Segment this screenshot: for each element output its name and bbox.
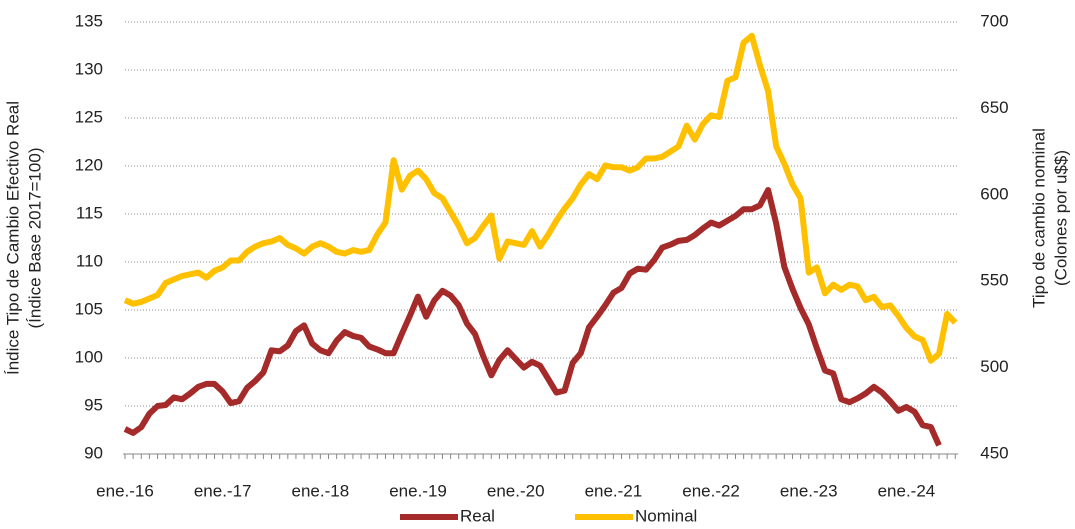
y-tick-label: 90 <box>84 443 103 462</box>
y-tick-label: 105 <box>75 299 103 318</box>
y2-tick-label: 650 <box>980 98 1008 117</box>
x-tick-label: ene.-19 <box>389 481 447 500</box>
y2-tick-label: 700 <box>980 11 1008 30</box>
series-line <box>123 187 942 447</box>
y-tick-label: 130 <box>75 59 103 78</box>
x-tick-label: ene.-18 <box>292 481 350 500</box>
x-tick-label: ene.-24 <box>878 481 936 500</box>
y2-tick-label: 600 <box>980 184 1008 203</box>
y-tick-label: 120 <box>75 155 103 174</box>
y2-axis-label: Tipo de cambio nominal <box>1029 128 1048 308</box>
x-tick-label: ene.-22 <box>682 481 740 500</box>
y-axis-label: Índice Tipo de Cambio Efectivo Real <box>3 101 22 375</box>
y2-tick-label: 500 <box>980 357 1008 376</box>
y-tick-label: 115 <box>76 203 103 222</box>
y-tick-label: 135 <box>75 11 103 30</box>
x-tick-label: ene.-23 <box>780 481 838 500</box>
x-tick-label: ene.-20 <box>487 481 545 500</box>
series-line <box>123 32 958 364</box>
x-tick-label: ene.-16 <box>96 481 154 500</box>
legend-label: Real <box>460 506 495 525</box>
y-tick-label: 100 <box>75 347 103 366</box>
x-tick-label: ene.-17 <box>194 481 252 500</box>
legend-label: Nominal <box>635 506 697 525</box>
y-axis-label: (Índice Base 2017=100) <box>25 148 44 329</box>
x-tick-label: ene.-21 <box>585 481 643 500</box>
y-tick-label: 110 <box>76 251 103 270</box>
y-tick-label: 125 <box>75 107 103 126</box>
y-tick-label: 95 <box>84 395 103 414</box>
y2-axis-label: (Colones por u$$) <box>1051 150 1070 286</box>
y2-tick-label: 450 <box>980 443 1008 462</box>
y2-tick-label: 550 <box>980 271 1008 290</box>
